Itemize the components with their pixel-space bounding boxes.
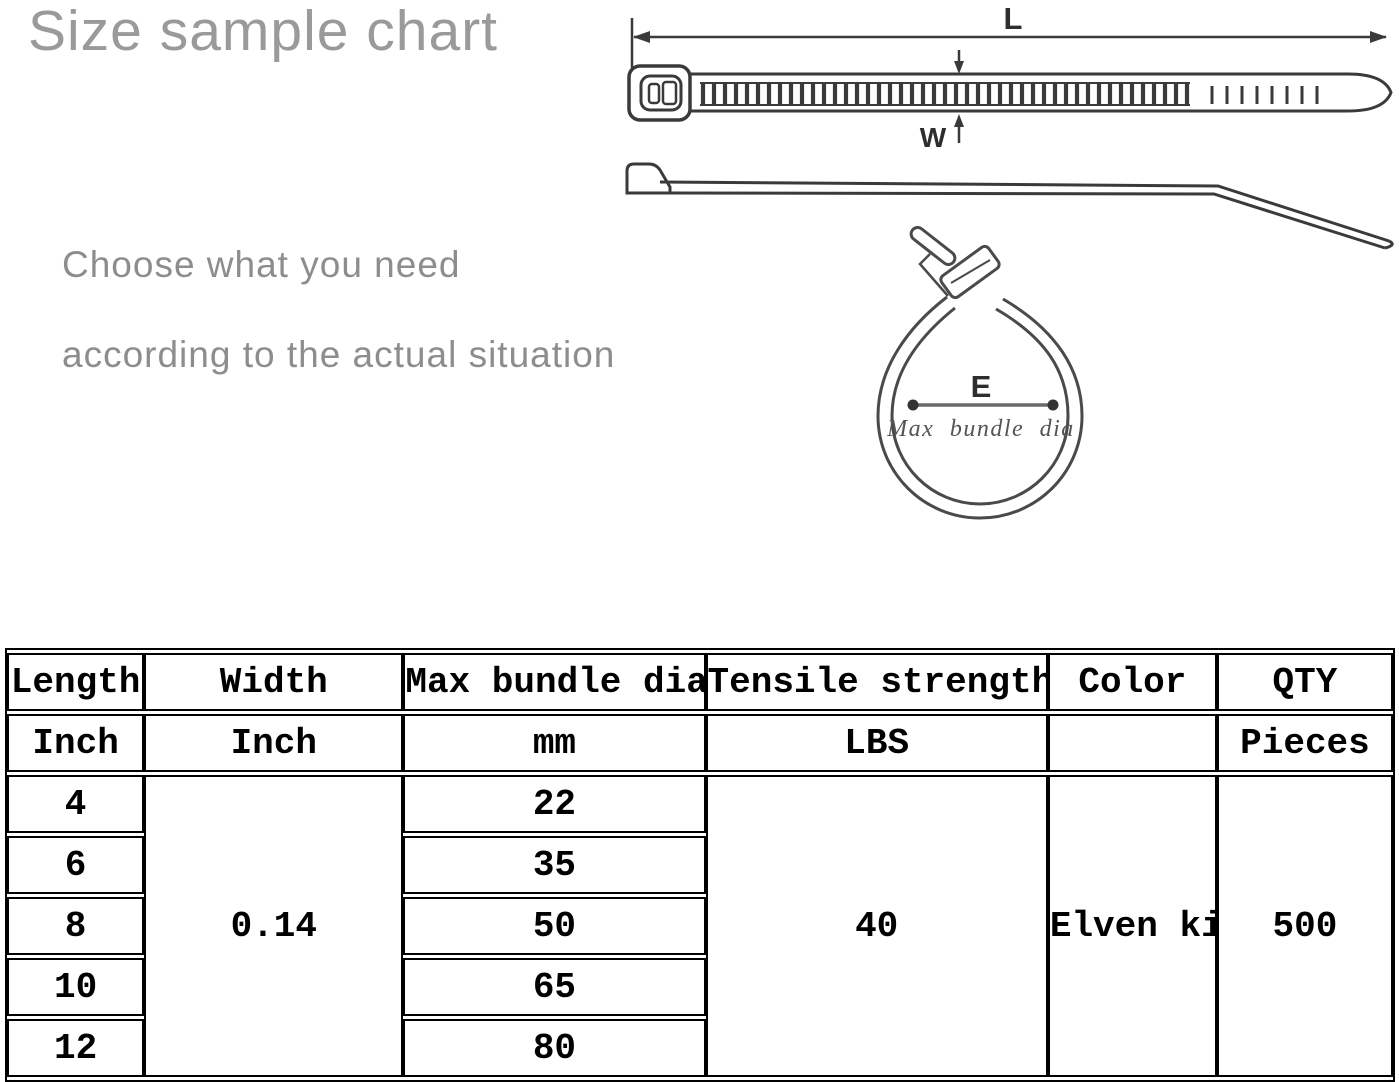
- unit-tensile-strength: LBS: [705, 714, 1048, 772]
- cable-tie-diagram: L: [625, 1, 1394, 520]
- unit-max-bundle-dia: mm: [403, 714, 706, 772]
- col-header-length: Length: [7, 653, 145, 711]
- table-units-row: Inch Inch mm LBS Pieces: [7, 714, 1393, 772]
- length-value: 6: [7, 836, 145, 894]
- max-bundle-dia-value: 35: [403, 836, 706, 894]
- col-header-max-bundle-dia: Max bundle dia: [403, 653, 706, 711]
- table-row: 12 80: [7, 1019, 1393, 1077]
- size-table: Length Width Max bundle dia Tensile stre…: [5, 648, 1395, 1082]
- col-header-tensile-strength: Tensile strength: [705, 653, 1048, 711]
- max-bundle-dia-value: 50: [403, 897, 706, 955]
- unit-qty: Pieces: [1216, 714, 1393, 772]
- width-merged-value: 0.14: [144, 775, 404, 1077]
- max-bundle-dia-value: 65: [403, 958, 706, 1016]
- subtitle-line-1: Choose what you need: [62, 244, 461, 285]
- cable-tie-top-view-diagram: L: [627, 1, 1393, 153]
- cable-tie-loop-diagram: E Max bundle dia: [876, 225, 1084, 520]
- cable-tie-side-view-diagram: [625, 162, 1394, 250]
- unit-color: [1047, 714, 1217, 772]
- table-header-row: Length Width Max bundle dia Tensile stre…: [7, 653, 1393, 711]
- tensile-strength-merged-value: 40: [705, 775, 1048, 1077]
- unit-length: Inch: [7, 714, 145, 772]
- col-header-color: Color: [1047, 653, 1217, 711]
- table-row: 4 0.14 22 40 Elven kinds 500: [7, 775, 1393, 1077]
- qty-merged-value: 500: [1216, 775, 1393, 1077]
- col-header-qty: QTY: [1216, 653, 1393, 711]
- length-dimension-label: L: [1004, 1, 1023, 36]
- bundle-dia-dimension-label: E: [971, 369, 992, 404]
- table-row: 10 65: [7, 958, 1393, 1016]
- bundle-dia-caption: Max bundle dia: [886, 416, 1075, 442]
- max-bundle-dia-value: 80: [403, 1019, 706, 1077]
- page-title: Size sample chart: [28, 0, 499, 63]
- width-dimension-label: W: [920, 122, 947, 153]
- color-merged-value: Elven kinds: [1047, 775, 1217, 1077]
- length-value: 4: [7, 775, 145, 833]
- table-row: 6 35: [7, 836, 1393, 894]
- length-value: 12: [7, 1019, 145, 1077]
- max-bundle-dia-value: 22: [403, 775, 706, 833]
- length-value: 8: [7, 897, 145, 955]
- length-value: 10: [7, 958, 145, 1016]
- subtitle-line-2: according to the actual situation: [62, 334, 616, 375]
- col-header-width: Width: [144, 653, 404, 711]
- table-row: 8 50: [7, 897, 1393, 955]
- unit-width: Inch: [144, 714, 404, 772]
